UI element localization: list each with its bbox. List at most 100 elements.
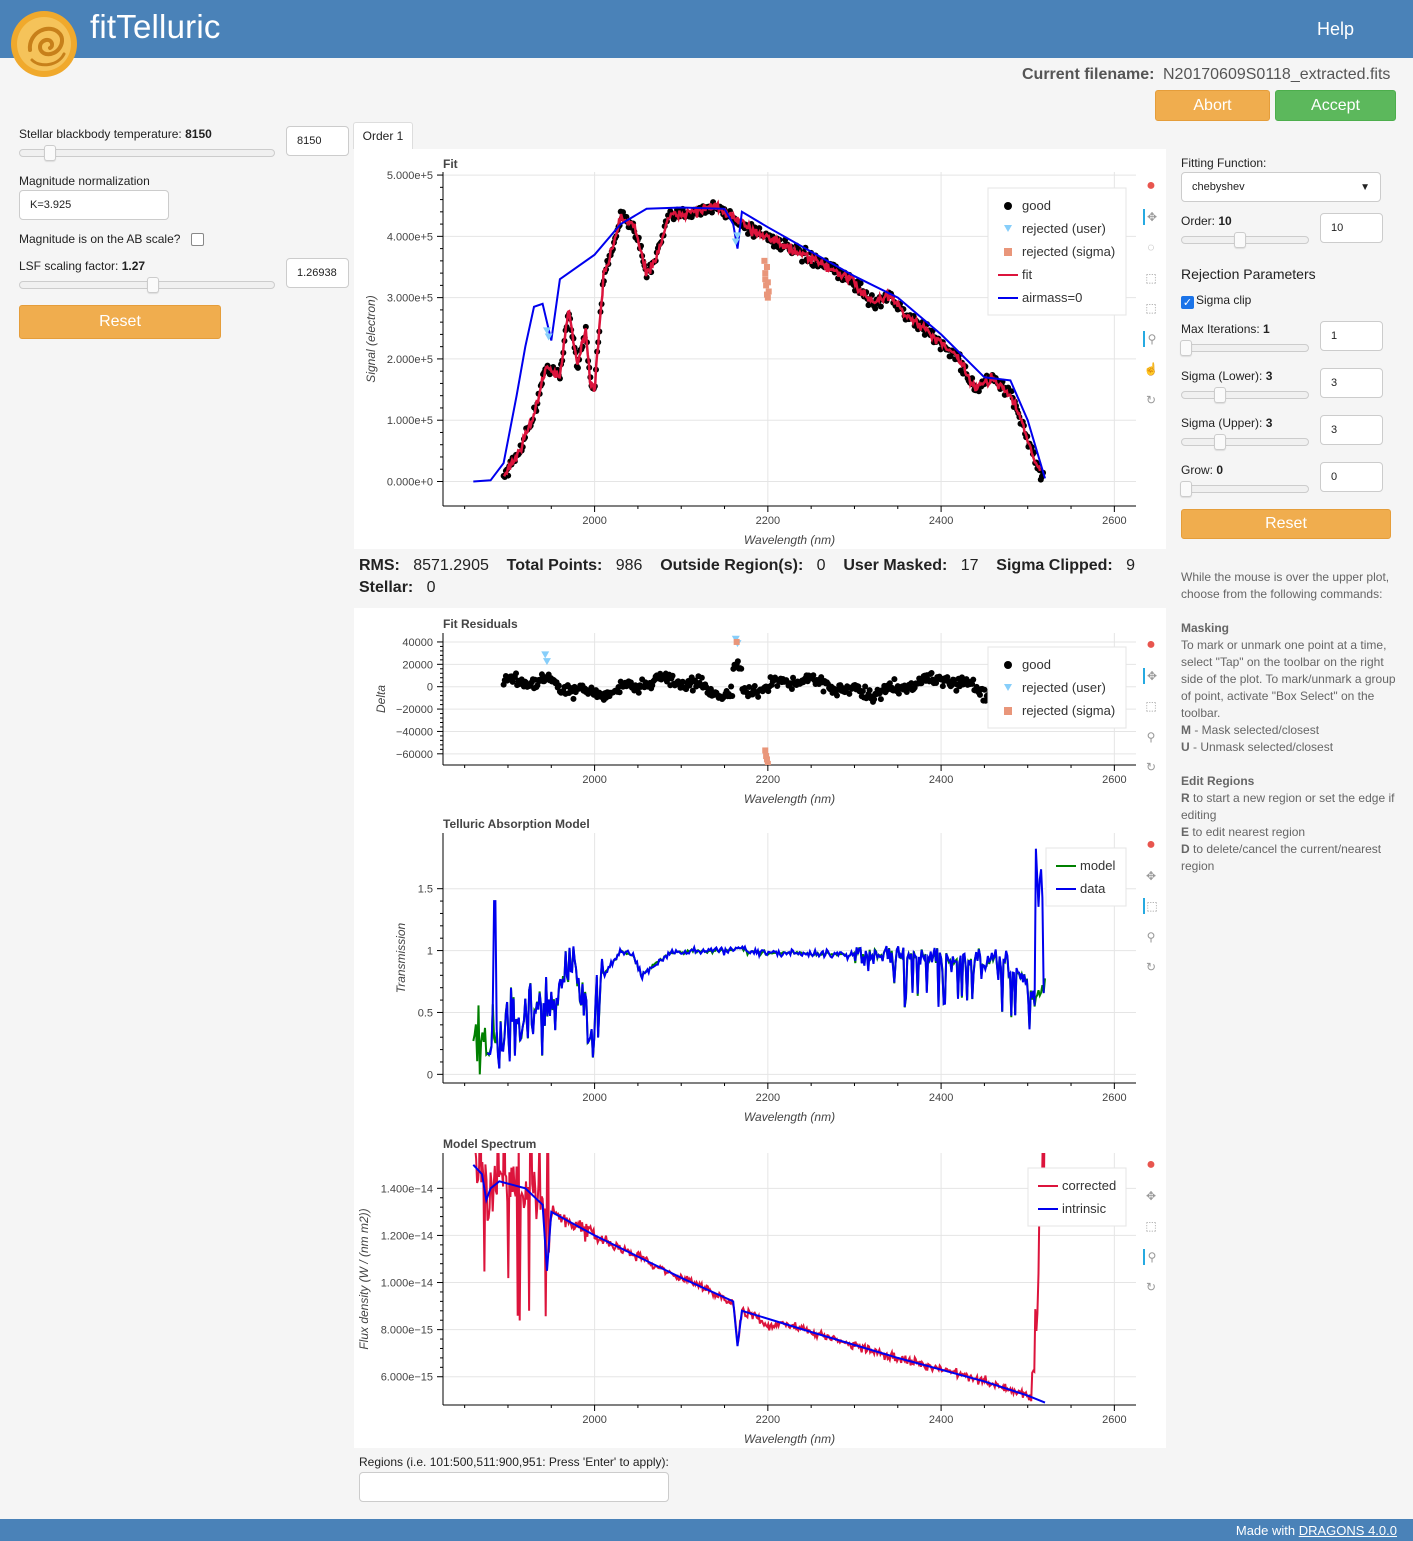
sigma-clip-checkbox[interactable]: [1181, 296, 1194, 309]
good-point: [790, 674, 797, 681]
reset-icon[interactable]: ↻: [1145, 392, 1157, 407]
dropdown-arrow-icon: ▼: [1360, 181, 1370, 193]
good-point: [855, 683, 862, 690]
help-link[interactable]: Help: [1317, 19, 1355, 39]
y-tick-label: 3.000e+5: [387, 293, 433, 305]
sigma-rejected-point: [765, 288, 772, 295]
legend-label: corrected: [1062, 1178, 1116, 1193]
stats-line-1: RMS: 8571.2905 Total Points: 986 Outside…: [359, 557, 1135, 575]
box-zoom-icon[interactable]: ⬚: [1145, 1219, 1157, 1233]
bokeh-logo-icon[interactable]: ●: [1146, 1156, 1156, 1173]
app-title: fitTelluric: [90, 8, 221, 45]
regions-label: Regions (i.e. 101:500,511:900,951: Press…: [359, 1455, 669, 1469]
order-slider[interactable]: [1181, 232, 1309, 248]
filename-value: N20170609S0118_extracted.fits: [1163, 66, 1391, 83]
legend-marker: [1004, 707, 1012, 715]
reset-icon[interactable]: ↻: [1145, 1280, 1157, 1294]
masking-text: To mark or unmark one point at a time, s…: [1181, 638, 1396, 720]
maxiter-slider[interactable]: [1180, 340, 1309, 356]
temperature-slider-handle[interactable]: [44, 145, 57, 161]
footer-text: Made with: [1235, 1523, 1299, 1538]
magnitude-input[interactable]: K=3.925: [19, 190, 169, 220]
wheel-zoom-icon[interactable]: ⚲: [1143, 1248, 1159, 1265]
order-input[interactable]: 10: [1320, 213, 1383, 243]
reset-icon[interactable]: ↻: [1145, 760, 1157, 774]
sigma-lower-label: Sigma (Lower): 3: [1181, 369, 1273, 383]
pan-icon[interactable]: ✥: [1145, 1188, 1157, 1203]
grow-input[interactable]: 0: [1320, 462, 1383, 492]
tap-icon[interactable]: ☝: [1143, 362, 1159, 376]
x-tick-label: 2000: [582, 1092, 606, 1104]
y-tick-label: 0.5: [418, 1007, 433, 1019]
grow-label: Grow: 0: [1181, 463, 1224, 477]
box-select-icon[interactable]: ⬚: [1145, 301, 1157, 315]
wheel-zoom-icon[interactable]: ⚲: [1146, 729, 1156, 744]
reset-icon[interactable]: ↻: [1145, 960, 1157, 974]
x-tick-label: 2400: [929, 1414, 953, 1426]
sigma-upper-slider-handle[interactable]: [1214, 434, 1226, 450]
user-rejected-point: [541, 651, 550, 659]
box-zoom-icon[interactable]: ⬚: [1145, 699, 1157, 713]
lsf-slider-handle[interactable]: [146, 277, 159, 293]
sigma-lower-input[interactable]: 3: [1320, 368, 1383, 398]
good-point: [1008, 388, 1015, 395]
wheel-zoom-icon[interactable]: ⚲: [1146, 929, 1156, 944]
lsf-slider[interactable]: [19, 277, 275, 293]
sigma-rejected-point: [762, 270, 769, 277]
clipped-label: Sigma Clipped:: [996, 557, 1113, 574]
ab-scale-label: Magnitude is on the AB scale?: [19, 232, 181, 246]
box-zoom-icon[interactable]: ⬚: [1145, 270, 1157, 285]
pan-icon[interactable]: ✥: [1143, 667, 1159, 684]
order-slider-handle[interactable]: [1234, 232, 1247, 248]
accept-button[interactable]: Accept: [1275, 90, 1396, 121]
maxiter-slider-handle[interactable]: [1180, 340, 1192, 356]
temperature-input[interactable]: 8150: [286, 126, 349, 156]
sigma-lower-slider[interactable]: [1181, 387, 1309, 403]
chart-title: Fit: [443, 157, 458, 171]
sigma-lower-slider-handle[interactable]: [1214, 387, 1226, 403]
user-rejected-point: [544, 333, 553, 341]
bokeh-logo-icon[interactable]: ●: [1146, 836, 1156, 853]
pan-icon[interactable]: ✥: [1145, 868, 1157, 883]
bokeh-logo-icon[interactable]: ●: [1146, 636, 1156, 653]
data-line: [486, 848, 1045, 1069]
regions-input[interactable]: [359, 1472, 669, 1502]
lasso-icon[interactable]: ◌: [1147, 240, 1155, 254]
y-tick-label: 4.000e+5: [387, 231, 433, 243]
y-tick-label: 40000: [402, 637, 433, 649]
good-point: [698, 674, 705, 681]
grow-slider[interactable]: [1180, 481, 1309, 497]
abort-button[interactable]: Abort: [1155, 90, 1270, 121]
maxiter-input[interactable]: 1: [1320, 321, 1383, 351]
pan-icon[interactable]: ✥: [1143, 208, 1159, 225]
order-label: Order: 10: [1181, 214, 1232, 228]
legend-marker: [1004, 661, 1012, 669]
good-point: [944, 674, 951, 681]
x-tick-label: 2400: [929, 774, 953, 786]
y-tick-label: 8.000e−15: [381, 1325, 433, 1337]
lsf-input[interactable]: 1.26938: [286, 258, 349, 288]
grow-value: 0: [1216, 463, 1224, 477]
good-point: [689, 687, 696, 694]
right-reset-button[interactable]: Reset: [1181, 509, 1391, 539]
left-reset-button[interactable]: Reset: [19, 305, 221, 339]
bokeh-logo-icon[interactable]: ●: [1146, 177, 1156, 194]
sigma-upper-slider[interactable]: [1181, 434, 1309, 450]
grow-slider-handle[interactable]: [1180, 481, 1192, 497]
temperature-slider[interactable]: [19, 145, 275, 161]
dragons-link[interactable]: DRAGONS 4.0.0: [1298, 1523, 1397, 1538]
outside-label: Outside Region(s):: [660, 557, 804, 574]
wheel-zoom-icon[interactable]: ⚲: [1143, 330, 1159, 347]
fitting-function-select[interactable]: chebyshev ▼: [1181, 172, 1381, 202]
sigma-rejected-point: [762, 747, 769, 754]
sigma-upper-input[interactable]: 3: [1320, 415, 1383, 445]
ab-scale-checkbox[interactable]: [191, 233, 204, 246]
y-tick-label: 1.000e−14: [381, 1278, 433, 1290]
tab-order-1[interactable]: Order 1: [353, 122, 413, 149]
u-key: U: [1181, 740, 1190, 754]
rms-label: RMS:: [359, 557, 400, 574]
box-zoom-icon[interactable]: ⬚: [1143, 898, 1159, 914]
lsf-value: 1.27: [121, 259, 146, 273]
good-point: [728, 683, 735, 690]
